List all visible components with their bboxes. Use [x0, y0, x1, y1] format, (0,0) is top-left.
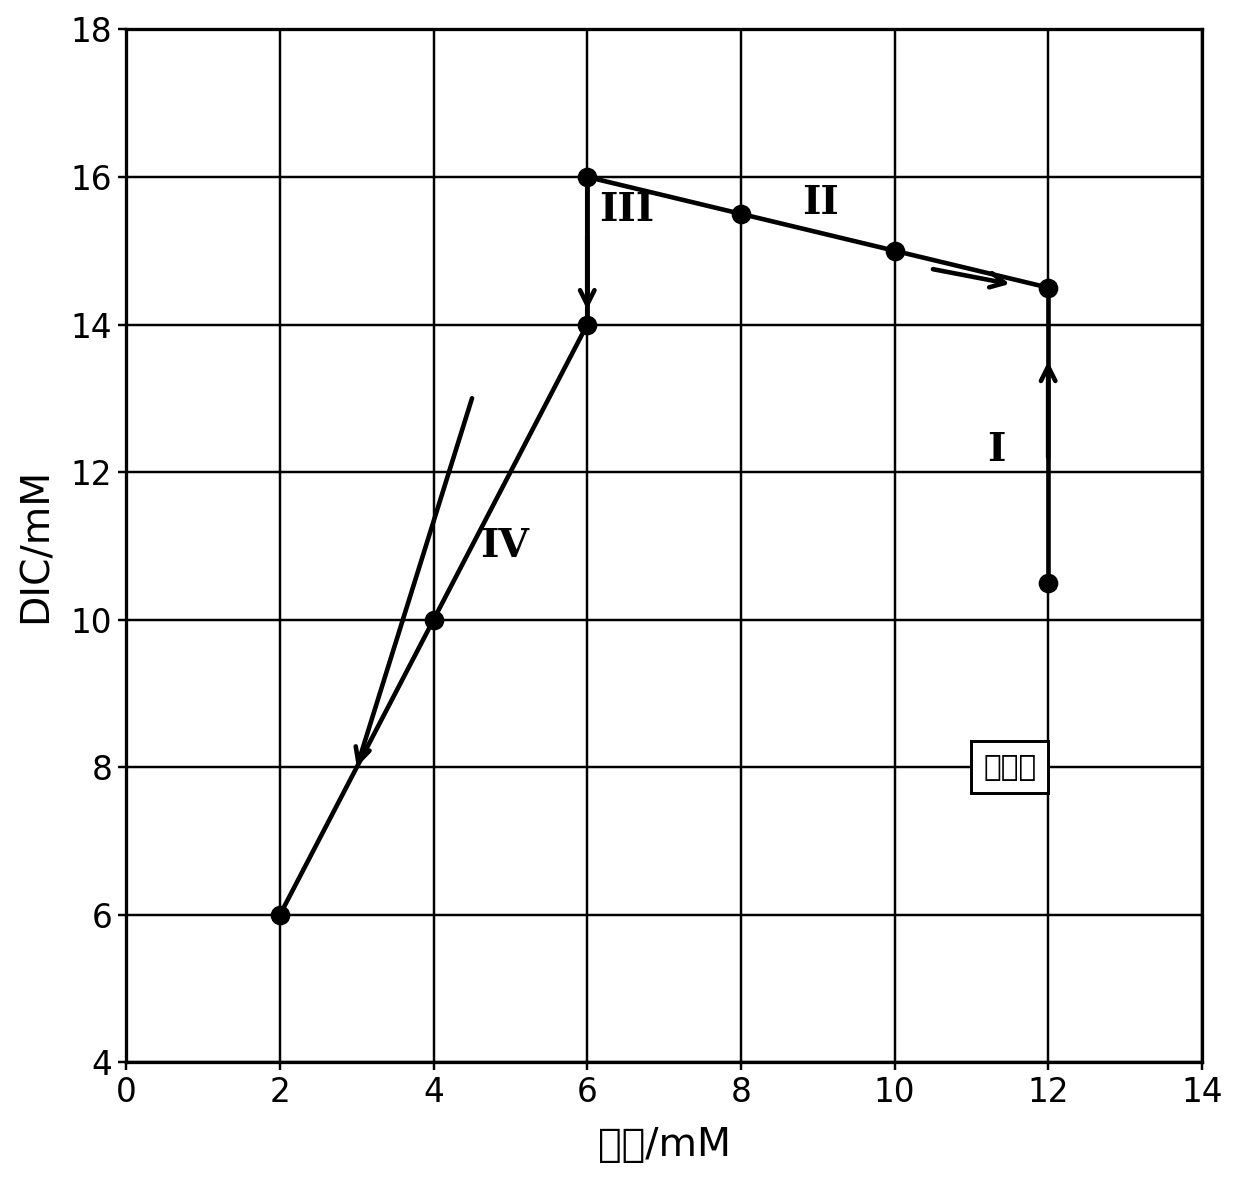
- Text: II: II: [803, 184, 839, 222]
- Text: IV: IV: [479, 526, 529, 565]
- Text: I: I: [986, 431, 1005, 468]
- Text: 绘图区: 绘图区: [983, 753, 1036, 781]
- Y-axis label: DIC/mM: DIC/mM: [16, 468, 55, 623]
- X-axis label: 硬度/mM: 硬度/mM: [597, 1126, 731, 1163]
- Text: III: III: [598, 191, 654, 229]
